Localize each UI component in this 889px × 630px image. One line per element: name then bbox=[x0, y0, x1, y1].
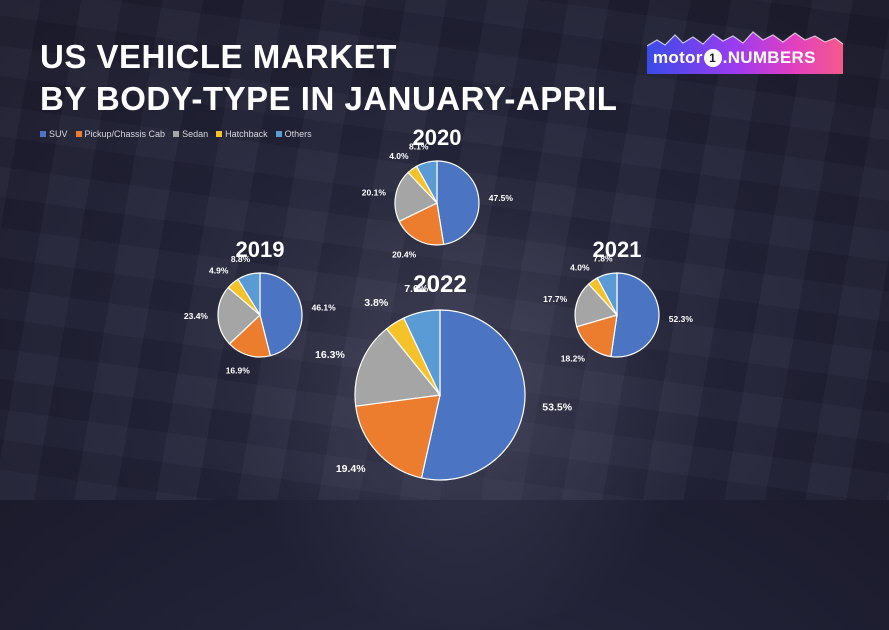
pie-slice-2021-suv bbox=[610, 272, 660, 358]
pie-label-2022-hatchback: 3.8% bbox=[364, 297, 389, 309]
legend-swatch-pickup bbox=[75, 131, 82, 137]
pie-title-2019: 2019 bbox=[236, 237, 285, 262]
pie-title-2022: 2022 bbox=[413, 271, 466, 298]
pie-label-2021-suv: 52.3% bbox=[669, 314, 694, 324]
pie-label-2019-pickup-chassis-cab: 16.9% bbox=[226, 366, 251, 376]
pie-title-2021: 2021 bbox=[593, 237, 642, 262]
legend-item-others: Others bbox=[275, 129, 312, 139]
pie-slice-2021-pickup-chassis-cab bbox=[575, 314, 618, 358]
pie-title-2020: 2020 bbox=[413, 125, 462, 150]
pie-slice-2020-sedan bbox=[394, 171, 439, 223]
title-line-1: US VEHICLE MARKET bbox=[40, 38, 397, 75]
pie-slice-2021-others bbox=[596, 272, 618, 316]
pie-slice-2019-pickup-chassis-cab bbox=[228, 313, 272, 358]
pie-slice-2020-pickup-chassis-cab bbox=[398, 202, 445, 246]
chart-title: US VEHICLE MARKET BY BODY-TYPE IN JANUAR… bbox=[40, 36, 617, 120]
legend-swatch-hatchback bbox=[216, 131, 223, 137]
pie-slice-2020-suv bbox=[436, 160, 480, 246]
legend-item-suv: SUV bbox=[40, 129, 68, 139]
legend-swatch-others bbox=[275, 131, 282, 137]
logo-text: motor 1 .NUMBERS bbox=[653, 48, 816, 68]
logo-word-numbers: .NUMBERS bbox=[722, 48, 816, 67]
pie-slice-2021-sedan bbox=[574, 283, 619, 328]
pie-label-2021-others: 7.8% bbox=[593, 254, 613, 264]
pie-slice-2022-sedan bbox=[354, 327, 442, 407]
legend-swatch-sedan bbox=[173, 131, 180, 137]
pie-label-2020-pickup-chassis-cab: 20.4% bbox=[392, 249, 417, 259]
legend-item-hatchback: Hatchback bbox=[216, 129, 268, 139]
legend-label-hatchback: Hatchback bbox=[225, 129, 268, 139]
legend-label-pickup: Pickup/Chassis Cab bbox=[84, 129, 166, 139]
legend-label-sedan: Sedan bbox=[182, 129, 209, 139]
pie-label-2019-others: 8.8% bbox=[231, 254, 251, 264]
logo-badge-one: 1 bbox=[703, 49, 722, 67]
pie-slice-2022-pickup-chassis-cab bbox=[355, 394, 441, 479]
legend-item-sedan: Sedan bbox=[173, 129, 208, 139]
pie-label-2022-others: 7.0% bbox=[404, 283, 429, 295]
logo-word-motor: motor bbox=[653, 48, 703, 67]
title-line-2: BY BODY-TYPE IN JANUARY-APRIL bbox=[40, 80, 618, 117]
pie-label-2021-sedan: 17.7% bbox=[543, 294, 568, 304]
pie-label-2021-hatchback: 4.0% bbox=[570, 263, 590, 273]
pie-charts: 2019 46.1% 16.9% 23.4% 4.9%8.8% 2020 47.5% 20.4… bbox=[184, 125, 693, 481]
pie-label-2021-pickup-chassis-cab: 18.2% bbox=[561, 354, 586, 364]
pie-slice-2019-sedan bbox=[217, 286, 261, 345]
pie-2021: 2021 52.3% 18.2% 17.7% 4.0%7.8% bbox=[543, 237, 693, 364]
legend-item-pickup: Pickup/Chassis Cab bbox=[75, 129, 166, 139]
pie-slice-2022-others bbox=[403, 309, 441, 396]
pie-slice-2019-others bbox=[237, 272, 261, 318]
pie-label-2020-sedan: 20.1% bbox=[362, 187, 387, 197]
pie-2019: 2019 46.1% 16.9% 23.4% 4.9%8.8% bbox=[184, 237, 336, 376]
motor1-numbers-logo: motor 1 .NUMBERS bbox=[646, 26, 844, 76]
pie-2020: 2020 47.5% 20.4% 20.1% 4.0%8.1% bbox=[362, 125, 514, 259]
pie-2022: 2022 53.5% 19.4% 16.3% 3.8% 7.0% bbox=[315, 271, 573, 481]
pie-label-2019-hatchback: 4.9% bbox=[209, 266, 229, 276]
pie-slice-2022-suv bbox=[420, 309, 526, 481]
pie-label-2019-suv: 46.1% bbox=[312, 303, 337, 313]
pie-label-2020-suv: 47.5% bbox=[489, 193, 514, 203]
legend: SUV Pickup/Chassis Cab Sedan Hatchback O… bbox=[40, 129, 312, 139]
pie-label-2020-hatchback: 4.0% bbox=[389, 151, 409, 161]
legend-swatch-suv bbox=[40, 131, 46, 137]
legend-label-others: Others bbox=[284, 129, 312, 139]
pie-slice-2020-others bbox=[415, 160, 438, 206]
pie-label-2020-others: 8.1% bbox=[409, 142, 429, 152]
legend-label-suv: SUV bbox=[49, 129, 68, 139]
pie-label-2022-pickup-chassis-cab: 19.4% bbox=[336, 463, 366, 475]
pie-label-2022-suv: 53.5% bbox=[542, 402, 572, 414]
pie-slice-2019-suv bbox=[259, 272, 303, 357]
logo-mountain-graphic bbox=[646, 31, 844, 74]
pie-label-2022-sedan: 16.3% bbox=[315, 349, 345, 361]
pie-label-2019-sedan: 23.4% bbox=[184, 311, 209, 321]
